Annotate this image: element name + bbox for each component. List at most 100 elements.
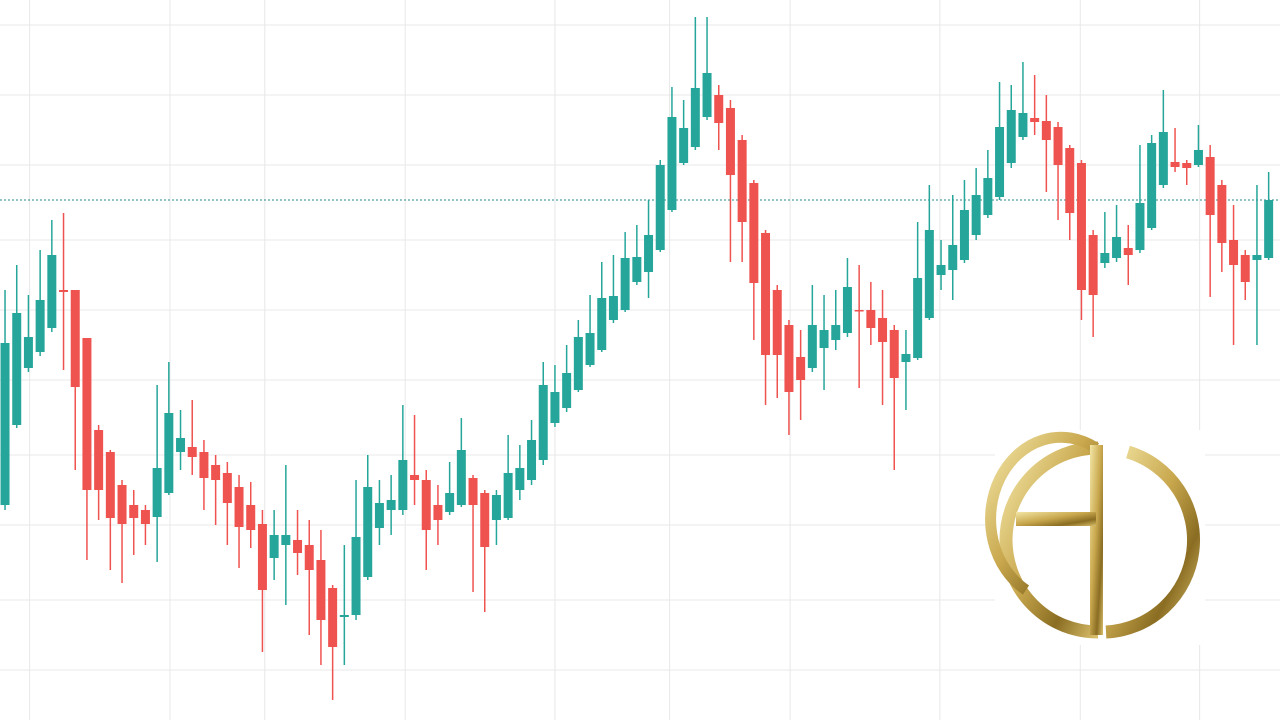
candle-body xyxy=(222,473,232,503)
candle-body xyxy=(293,540,303,553)
candle-body xyxy=(1100,253,1110,263)
candle-body xyxy=(187,447,197,457)
candle-body xyxy=(702,73,712,117)
candle-body xyxy=(714,95,724,123)
candle-body xyxy=(269,535,279,558)
candle-body xyxy=(1158,132,1168,185)
logo xyxy=(985,430,1205,645)
candle-body xyxy=(1205,157,1215,215)
candle-body xyxy=(1264,200,1274,258)
candle-body xyxy=(1112,237,1122,258)
candle-body xyxy=(550,392,560,423)
candle-body xyxy=(831,325,841,340)
candle-body xyxy=(234,487,244,527)
candle-body xyxy=(328,588,338,647)
candle-body xyxy=(164,413,174,493)
candle-body xyxy=(889,330,899,378)
logo-left-arc xyxy=(999,441,1099,639)
candle-body xyxy=(1135,203,1145,250)
candle-body xyxy=(901,354,911,362)
candle-body xyxy=(117,485,127,524)
candle-body xyxy=(690,88,700,147)
candle-body xyxy=(878,318,888,342)
candle-body xyxy=(70,290,80,387)
candle-body xyxy=(819,330,829,348)
candle-body xyxy=(82,338,92,490)
candle-body xyxy=(316,560,326,620)
candle-body xyxy=(363,487,373,577)
candle-body xyxy=(480,493,490,547)
candle-body xyxy=(948,245,958,270)
candle-body xyxy=(620,258,630,310)
candle-body xyxy=(597,298,607,350)
candle-body xyxy=(304,545,314,570)
candle-body xyxy=(667,117,677,210)
candle-body xyxy=(176,438,186,452)
candle-body xyxy=(1006,110,1016,163)
candle-body xyxy=(538,385,548,460)
candle-body xyxy=(47,255,57,328)
candle-body xyxy=(1018,113,1028,137)
candle-body xyxy=(1053,127,1063,165)
logo-crossbar xyxy=(1016,512,1096,526)
candle-body xyxy=(632,257,642,282)
candle-body xyxy=(737,140,747,222)
candle-body xyxy=(398,460,408,510)
candle-body xyxy=(0,343,10,505)
candle-body xyxy=(573,337,583,390)
candle-body xyxy=(152,468,162,517)
candle-body xyxy=(199,452,209,478)
candle-body xyxy=(1030,118,1040,122)
candle-body xyxy=(1240,255,1250,282)
candle-body xyxy=(725,108,735,175)
candle-body xyxy=(679,128,689,163)
candle-body xyxy=(936,265,946,275)
candle-body xyxy=(913,278,923,358)
candle-body xyxy=(1170,162,1180,167)
candle-body xyxy=(59,290,69,292)
candle-body xyxy=(421,480,431,530)
candle-body xyxy=(445,493,455,512)
candle-body xyxy=(281,535,291,545)
candle-body xyxy=(503,473,513,518)
candle-body xyxy=(339,615,349,617)
candle-body xyxy=(562,373,572,408)
candle-body xyxy=(94,430,104,490)
candle-body xyxy=(410,475,420,480)
candle-body xyxy=(1182,163,1192,168)
candle-body xyxy=(1252,255,1262,260)
candle-body xyxy=(491,495,501,520)
candle-body xyxy=(1217,185,1227,243)
candle-body xyxy=(35,300,45,352)
candle-body xyxy=(1193,150,1203,165)
candle-body xyxy=(1088,235,1098,295)
candle-body xyxy=(129,505,139,518)
candle-body xyxy=(515,468,525,490)
candle-body xyxy=(1065,148,1075,213)
candle-body xyxy=(456,450,466,505)
candle-body xyxy=(644,235,654,272)
candle-body xyxy=(924,230,934,318)
logo-right-arc xyxy=(1105,445,1201,639)
candle-body xyxy=(971,195,981,235)
candle-body xyxy=(374,503,384,528)
candle-body xyxy=(854,310,864,312)
candles xyxy=(0,17,1274,700)
candle-body xyxy=(105,452,115,518)
candle-body xyxy=(351,537,361,615)
logo-a-arc xyxy=(985,431,1100,595)
candle-body xyxy=(468,478,478,505)
candle-body xyxy=(527,440,537,480)
candle-body xyxy=(784,325,794,392)
candle-body xyxy=(1041,121,1051,140)
candle-body xyxy=(983,178,993,215)
candle-body xyxy=(842,287,852,333)
candle-body xyxy=(608,296,618,320)
candle-body xyxy=(807,325,817,368)
candle-body xyxy=(386,500,396,510)
candle-body xyxy=(433,505,443,520)
candle-body xyxy=(1229,240,1239,265)
candle-body xyxy=(1076,163,1086,290)
